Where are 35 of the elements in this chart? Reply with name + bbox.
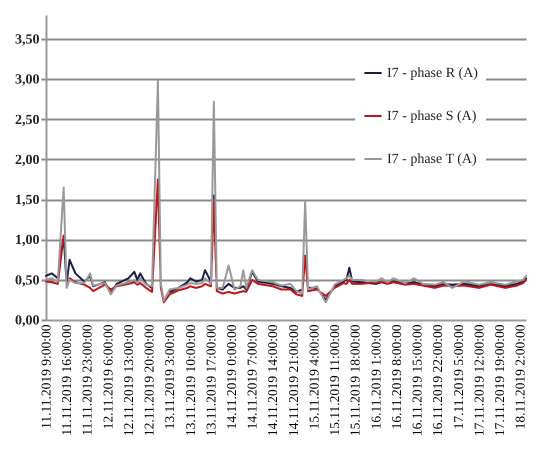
x-tick-label: 15.11.2019 18:00:00 <box>348 324 363 436</box>
x-tick-label: 15.11.2019 11:00:00 <box>327 324 342 436</box>
x-tick-label: 17.11.2019 19:00:00 <box>492 324 507 436</box>
legend-label: I7 - phase T (A) <box>387 152 478 167</box>
x-tick-label: 11.11.2019 23:00:00 <box>80 324 95 436</box>
x-tick-label: 12.11.2019 13:00:00 <box>120 324 136 436</box>
x-tick-label: 14.11.2019 7:00:00 <box>244 324 260 430</box>
x-tick-label: 11.11.2019 9:00:00 <box>38 324 54 429</box>
x-tick-label: 11.11.2019 16:00:00 <box>59 324 74 436</box>
legend-label: I7 - phase R (A) <box>387 66 478 81</box>
y-tick-label: 2,50 <box>15 112 40 128</box>
x-tick-label: 16.11.2019 22:00:00 <box>430 324 446 436</box>
x-tick-label: 15.11.2019 4:00:00 <box>306 324 322 430</box>
x-tick-label: 16.11.2019 1:00:00 <box>368 324 384 430</box>
y-tick-label: 3,00 <box>15 72 40 88</box>
x-tick-label: 12.11.2019 20:00:00 <box>142 324 157 436</box>
x-tick-label: 13.11.2019 17:00:00 <box>203 324 218 436</box>
x-tick-label: 16.11.2019 15:00:00 <box>410 324 425 436</box>
x-tick-label: 14.11.2019 0:00:00 <box>224 324 240 430</box>
x-tick-label: 14.11.2019 14:00:00 <box>265 324 280 436</box>
y-tick-label: 2,00 <box>15 152 40 168</box>
y-tick-label: 0,00 <box>15 314 40 328</box>
x-tick-label: 16.11.2019 8:00:00 <box>388 324 404 430</box>
x-tick-label: 13.11.2019 3:00:00 <box>162 324 178 430</box>
x-tick-label: 13.11.2019 10:00:00 <box>182 324 198 436</box>
y-tick-label: 1,00 <box>15 233 40 248</box>
x-tick-label: 17.11.2019 12:00:00 <box>471 324 486 436</box>
y-tick-label: 0,50 <box>15 273 40 288</box>
y-tick-label: 3,50 <box>15 32 40 48</box>
x-tick-label: 18.11.2019 2:00:00 <box>512 324 528 430</box>
x-tick-label: 12.11.2019 6:00:00 <box>100 324 116 430</box>
legend-label: I7 - phase S (A) <box>387 109 477 124</box>
y-tick-label: 1,50 <box>15 193 40 208</box>
x-tick-label: 14.11.2019 21:00:00 <box>286 324 301 436</box>
x-tick-label: 17.11.2019 5:00:00 <box>450 324 466 430</box>
